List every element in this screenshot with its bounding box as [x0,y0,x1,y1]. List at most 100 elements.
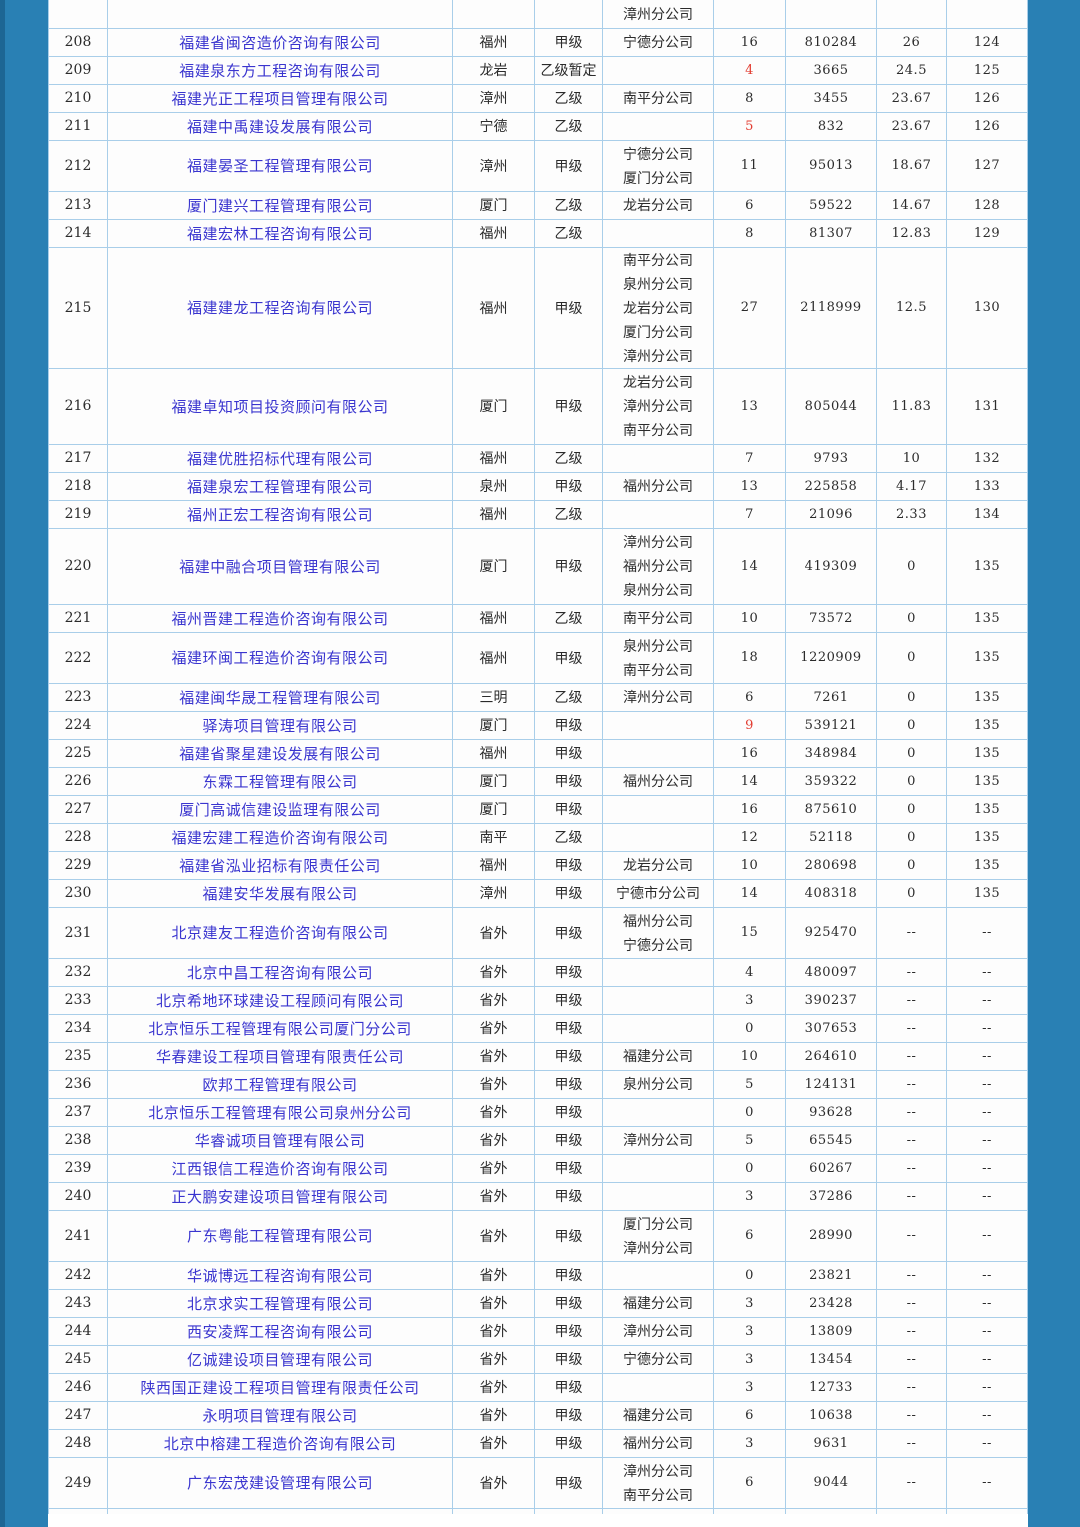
cell-branch-offices [602,1153,714,1183]
cell-count: 3 [713,1316,786,1346]
cell-grade: 甲级 [534,1041,603,1071]
company-link[interactable]: 东霖工程管理有限公司 [202,773,358,791]
cell-amount [785,1507,877,1514]
company-link[interactable]: 北京希地环球建设工程顾问有限公司 [155,992,404,1010]
company-link[interactable]: 厦门建兴工程管理有限公司 [186,197,373,215]
cell-branch-offices: 福建分公司 [602,1400,714,1430]
cell-grade: 甲级 [534,957,603,987]
company-link[interactable]: 北京恒乐工程管理有限公司泉州分公司 [148,1104,412,1122]
company-link[interactable]: 福建泉东方工程咨询有限公司 [179,62,381,80]
company-link[interactable]: 福建中融合项目管理有限公司 [179,558,381,576]
cell-province-rank: -- [946,1428,1028,1458]
company-link[interactable]: 福建省聚星建设发展有限公司 [179,745,381,763]
cell-company-name: 福建中禹建设发展有限公司 [107,111,453,141]
cell-count: 6 [713,190,786,220]
company-link[interactable]: 福建晏圣工程管理有限公司 [186,158,373,175]
cell-rank-number: 230 [48,878,108,908]
cell-company-name: 北京希地环球建设工程顾问有限公司 [107,985,453,1015]
company-link[interactable]: 福建省闽咨造价咨询有限公司 [179,34,381,52]
company-link[interactable]: 北京中榕建工程造价咨询有限公司 [163,1435,397,1453]
cell-amount: 13809 [785,1316,877,1346]
table-row: 242 华诚博远工程咨询有限公司 省外 甲级 0 23821 -- -- [48,1260,1028,1290]
cell-score: 18.67 [876,139,947,192]
cell-grade: 甲级 [534,985,603,1015]
cell-score: 0 [876,794,947,824]
company-link[interactable]: 华睿诚项目管理有限公司 [194,1132,366,1150]
cell-company-name: 陕西国正建设工程项目管理有限责任公司 [107,1372,453,1402]
cell-branch-offices: 福州分公司 [602,471,714,501]
cell-rank-number: 233 [48,985,108,1015]
company-link[interactable]: 欧邦工程管理有限公司 [202,1076,358,1094]
company-link[interactable]: 福建建龙工程咨询有限公司 [186,300,373,317]
company-link[interactable]: 福建中禹建设发展有限公司 [186,118,373,136]
company-link[interactable]: 永明项目管理有限公司 [202,1407,358,1425]
cell-amount: 28990 [785,1209,877,1262]
company-link[interactable]: 福建安华发展有限公司 [202,885,358,903]
cell-count: 9 [713,710,786,740]
company-link[interactable]: 福建优胜招标代理有限公司 [186,450,373,468]
company-link[interactable]: 西安凌辉工程咨询有限公司 [186,1323,373,1341]
company-link[interactable]: 福建光正工程项目管理有限公司 [171,90,389,108]
table-row: 232 北京中昌工程咨询有限公司 省外 甲级 4 480097 -- -- [48,957,1028,987]
company-link[interactable]: 江西银信工程造价咨询有限公司 [171,1160,389,1178]
cell-score: 2.33 [876,499,947,529]
company-link[interactable]: 福建卓知项目投资顾问有限公司 [171,398,389,416]
cell-city: 省外 [452,1400,535,1430]
cell-province-rank: 135 [946,603,1028,633]
cell-grade: 甲级 [534,1097,603,1127]
branch-office-line: 福州分公司 [623,773,693,789]
cell-province-rank: 128 [946,190,1028,220]
company-link[interactable]: 北京求实工程管理有限公司 [186,1295,373,1313]
company-link[interactable]: 厦门高诚信建设监理有限公司 [179,801,381,819]
cell-score: -- [876,1125,947,1155]
cell-score: 12.5 [876,246,947,369]
company-link[interactable]: 福建宏林工程咨询有限公司 [186,225,373,243]
company-link[interactable]: 福州正宏工程咨询有限公司 [186,506,373,524]
company-link[interactable]: 亿诚建设项目管理有限公司 [186,1351,373,1369]
cell-amount: 805044 [785,367,877,445]
cell-score: 0 [876,738,947,768]
company-link[interactable]: 北京建友工程造价咨询有限公司 [171,925,389,942]
branch-office-line: 龙岩分公司 [623,299,693,316]
cell-grade: 甲级 [534,27,603,57]
cell-amount: 348984 [785,738,877,768]
cell-score: -- [876,1316,947,1346]
cell-city: 省外 [452,1288,535,1318]
table-row: 236 欧邦工程管理有限公司 省外 甲级 泉州分公司 5 124131 -- -- [48,1069,1028,1099]
cell-province-rank: -- [946,985,1028,1015]
branch-office-line: 厦门分公司 [623,323,693,340]
company-link[interactable]: 正大鹏安建设项目管理有限公司 [171,1188,389,1206]
company-link[interactable]: 福州晋建工程造价咨询有限公司 [171,610,389,628]
cell-grade: 乙级 [534,83,603,113]
company-link[interactable]: 北京恒乐工程管理有限公司厦门分公司 [148,1020,412,1038]
cell-province-rank: 135 [946,682,1028,712]
company-link[interactable]: 北京中昌工程咨询有限公司 [186,964,373,982]
cell-rank-number: 222 [48,631,108,684]
cell-branch-offices: 宁德分公司 [602,27,714,57]
branch-office-line: 漳州分公司 [623,398,693,414]
cell-grade: 乙级 [534,443,603,473]
company-link[interactable]: 华春建设工程项目管理有限责任公司 [155,1048,404,1066]
cell-city: 省外 [452,1069,535,1099]
cell-province-rank: -- [946,1153,1028,1183]
company-link[interactable]: 广东粤能工程管理有限公司 [186,1228,373,1245]
cell-company-name: 驿涛项目管理有限公司 [107,710,453,740]
company-link[interactable]: 福建闽华晟工程管理有限公司 [179,689,381,707]
company-link[interactable]: 驿涛项目管理有限公司 [202,717,358,735]
company-link[interactable]: 陕西国正建设工程项目管理有限责任公司 [140,1379,420,1397]
cell-count: 6 [713,1209,786,1262]
company-link[interactable]: 福建泉宏工程管理有限公司 [186,478,373,496]
cell-branch-offices: 漳州分公司 福州分公司 泉州分公司 [602,527,714,605]
cell-company-name: 福建卓知项目投资顾问有限公司 [107,367,453,445]
company-link[interactable]: 广东宏茂建设管理有限公司 [186,1475,373,1492]
table-row: 239 江西银信工程造价咨询有限公司 省外 甲级 0 60267 -- -- [48,1153,1028,1183]
cell-score: -- [876,985,947,1015]
company-link[interactable]: 福建省泓业招标有限责任公司 [179,857,381,875]
cell-score: -- [876,1181,947,1211]
cell-province-rank: 133 [946,471,1028,501]
cell-count: 6 [713,682,786,712]
cell-amount: 307653 [785,1013,877,1043]
company-link[interactable]: 华诚博远工程咨询有限公司 [186,1267,373,1285]
company-link[interactable]: 福建宏建工程造价咨询有限公司 [171,829,389,847]
company-link[interactable]: 福建环闽工程造价咨询有限公司 [171,650,389,667]
